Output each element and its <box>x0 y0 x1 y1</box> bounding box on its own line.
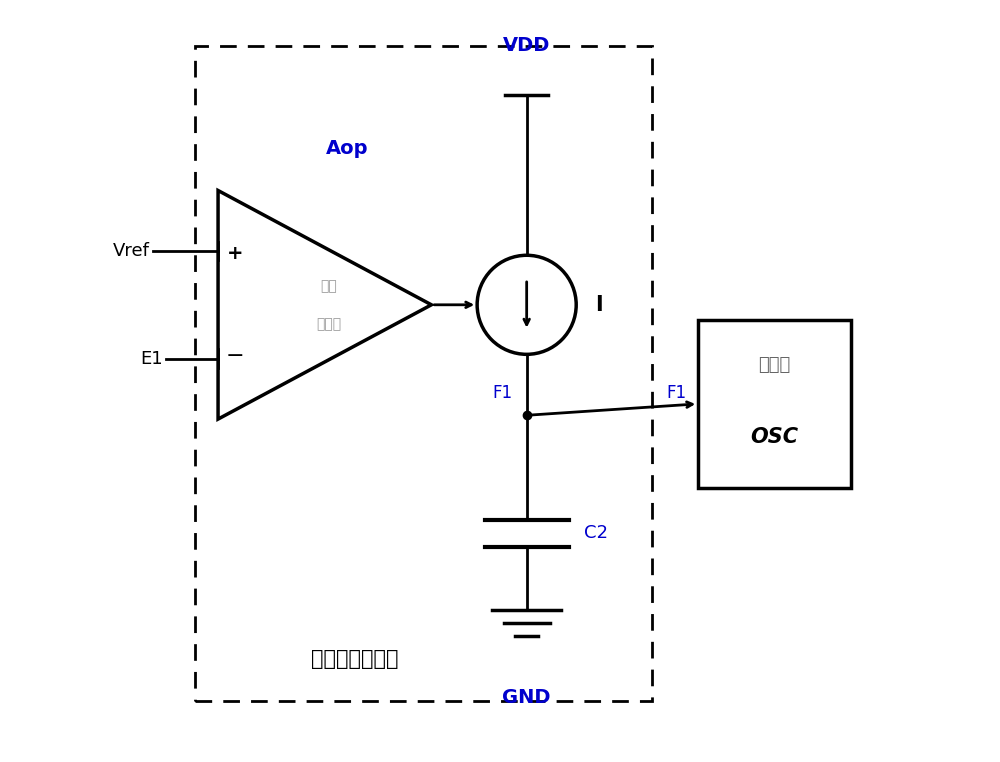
Text: VDD: VDD <box>503 37 550 55</box>
Bar <box>195 46 652 701</box>
Text: Vref: Vref <box>113 242 149 260</box>
Text: C2: C2 <box>584 524 608 543</box>
Text: −: − <box>226 346 244 367</box>
Text: F1: F1 <box>666 383 686 402</box>
Text: GND: GND <box>502 688 551 706</box>
Text: Aop: Aop <box>326 139 369 158</box>
Text: E1: E1 <box>140 350 162 367</box>
Text: 放大器: 放大器 <box>316 317 341 331</box>
Bar <box>698 320 851 488</box>
Text: +: + <box>227 244 243 263</box>
Text: 振荡器调节电路: 振荡器调节电路 <box>311 649 399 669</box>
Text: I: I <box>595 295 603 315</box>
Text: 运算: 运算 <box>320 279 337 293</box>
Text: F1: F1 <box>493 383 513 402</box>
Text: 振荡器: 振荡器 <box>758 357 790 374</box>
Text: OSC: OSC <box>750 427 798 447</box>
